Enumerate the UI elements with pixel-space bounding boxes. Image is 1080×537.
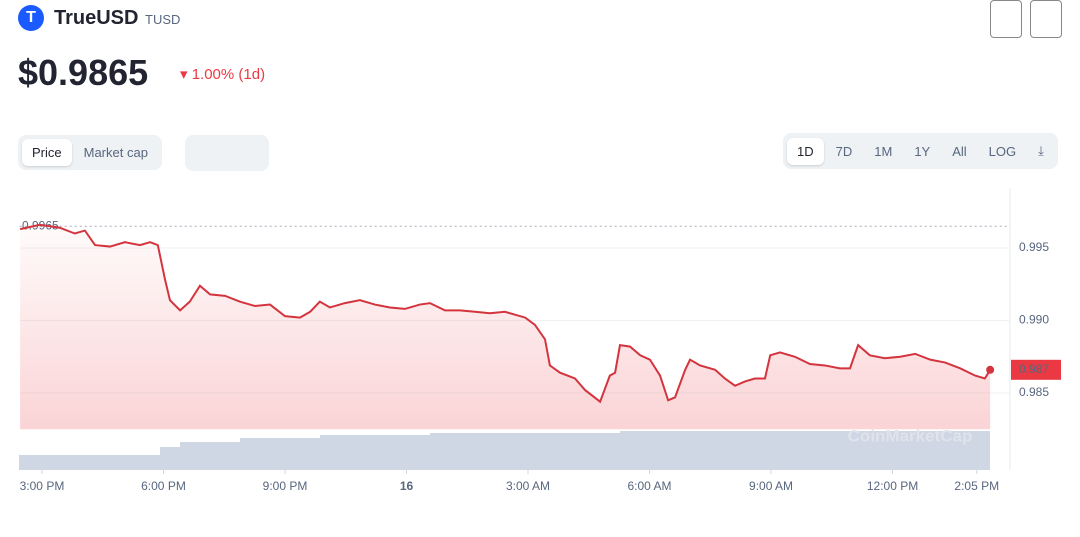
- volume-bars: [19, 431, 990, 470]
- x-tick-label: 9:00 PM: [263, 479, 308, 493]
- last-price-label: 0.987: [1019, 362, 1049, 376]
- y-tick-label: 0.990: [1019, 313, 1049, 327]
- last-price-tag: [1011, 359, 1061, 380]
- range-tab[interactable]: 1M: [874, 143, 893, 159]
- open-label: 0.9965: [22, 218, 59, 232]
- x-tick-label: 3:00 AM: [506, 479, 550, 493]
- coin-logo: T: [18, 5, 44, 31]
- range-tab[interactable]: 7D: [835, 143, 853, 159]
- x-tick-label: 9:00 AM: [749, 479, 793, 493]
- range-tab[interactable]: 1Y: [914, 143, 931, 159]
- range-tab[interactable]: 1D: [787, 137, 824, 165]
- x-tick-label: 3:00 PM: [20, 479, 65, 493]
- x-tick-label: 6:00 AM: [628, 479, 672, 493]
- price-line: [19, 223, 992, 404]
- coin-symbol: TUSD: [145, 12, 181, 27]
- chart-style-toggle[interactable]: [185, 135, 269, 171]
- last-point: [986, 365, 995, 374]
- y-tick-label: 0.985: [1019, 385, 1049, 399]
- x-tick-label: 2:05 PM: [954, 479, 999, 493]
- x-tick-label: 6:00 PM: [141, 479, 186, 493]
- change-text: 1.00% (1d): [191, 66, 266, 83]
- share-button[interactable]: [1030, 0, 1062, 38]
- watermark: CoinMarketCap: [848, 426, 973, 445]
- coin-name: TrueUSD: [54, 7, 139, 29]
- price: $0.9865: [18, 52, 149, 93]
- metric-tab[interactable]: Price: [22, 139, 72, 166]
- x-tick-label: 16: [400, 479, 414, 493]
- metric-tab[interactable]: Market cap: [83, 145, 148, 160]
- x-tick-label: 12:00 PM: [867, 479, 918, 493]
- range-tab[interactable]: All: [952, 143, 967, 159]
- download-button[interactable]: ⤓: [1038, 143, 1044, 158]
- watch-button[interactable]: [990, 0, 1022, 38]
- price-change: ▾ 1.00% (1d): [180, 66, 266, 83]
- y-tick-label: 0.995: [1019, 240, 1049, 254]
- area-fill: [20, 224, 991, 430]
- log-toggle[interactable]: LOG: [988, 143, 1017, 159]
